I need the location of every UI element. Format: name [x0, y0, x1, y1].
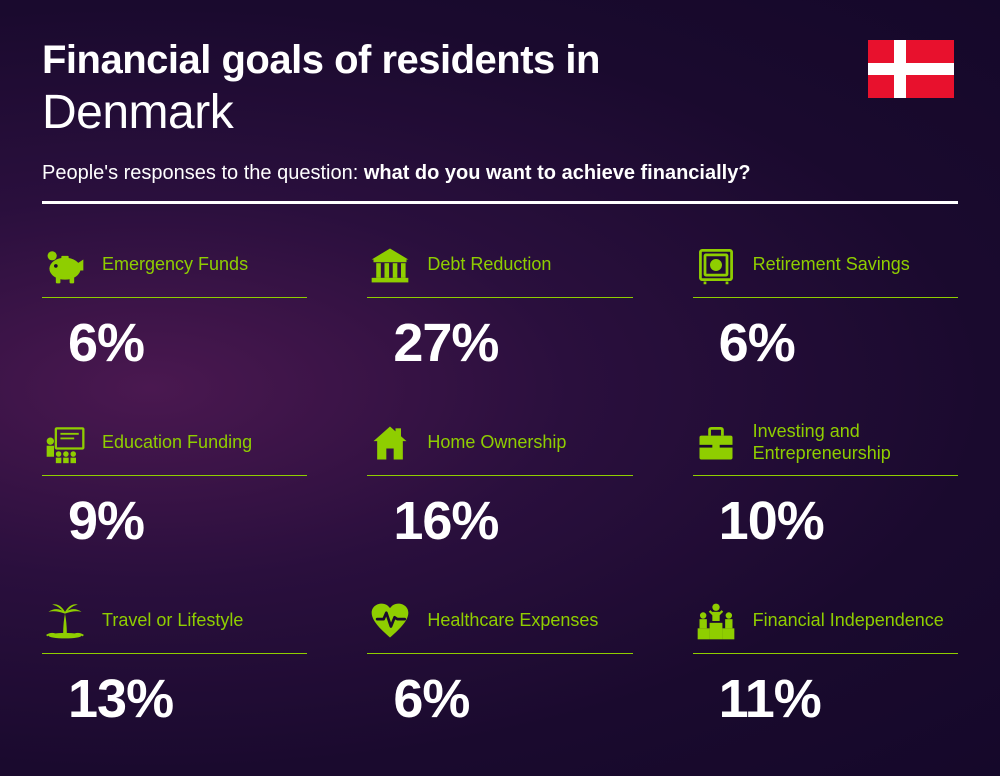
- stat-card: Debt Reduction 27%: [367, 240, 632, 374]
- title-prefix: Financial goals of residents in: [42, 38, 958, 83]
- card-head: Home Ownership: [367, 418, 632, 476]
- house-icon: [367, 420, 413, 466]
- card-head: Education Funding: [42, 418, 307, 476]
- stat-card: Retirement Savings 6%: [693, 240, 958, 374]
- education-icon: [42, 420, 88, 466]
- stat-value: 6%: [719, 312, 958, 374]
- stat-card: Home Ownership 16%: [367, 418, 632, 552]
- stat-label: Debt Reduction: [427, 254, 551, 276]
- stat-label: Emergency Funds: [102, 254, 248, 276]
- heart-pulse-icon: [367, 598, 413, 644]
- stat-label: Investing and Entrepreneurship: [753, 421, 958, 464]
- safe-icon: [693, 242, 739, 288]
- card-head: Emergency Funds: [42, 240, 307, 298]
- stat-value: 10%: [719, 490, 958, 552]
- stat-value: 13%: [68, 668, 307, 730]
- palm-icon: [42, 598, 88, 644]
- stat-value: 6%: [68, 312, 307, 374]
- stat-value: 6%: [393, 668, 632, 730]
- stat-label: Retirement Savings: [753, 254, 910, 276]
- stat-card: Travel or Lifestyle 13%: [42, 596, 307, 730]
- stat-card: Emergency Funds 6%: [42, 240, 307, 374]
- stat-card: Financial Independence 11%: [693, 596, 958, 730]
- country-name: Denmark: [42, 85, 958, 140]
- stat-card: Education Funding 9%: [42, 418, 307, 552]
- stat-label: Healthcare Expenses: [427, 610, 598, 632]
- card-head: Retirement Savings: [693, 240, 958, 298]
- subtitle: People's responses to the question: what…: [42, 162, 958, 185]
- stat-card: Healthcare Expenses 6%: [367, 596, 632, 730]
- header: Financial goals of residents in Denmark …: [42, 38, 958, 185]
- stat-value: 27%: [393, 312, 632, 374]
- stats-grid: Emergency Funds 6% Debt Reduction 27% Re…: [42, 240, 958, 730]
- stat-label: Education Funding: [102, 432, 252, 454]
- stat-label: Financial Independence: [753, 610, 944, 632]
- briefcase-icon: [693, 420, 739, 466]
- card-head: Healthcare Expenses: [367, 596, 632, 654]
- stat-label: Travel or Lifestyle: [102, 610, 243, 632]
- piggy-bank-icon: [42, 242, 88, 288]
- stat-value: 16%: [393, 490, 632, 552]
- podium-icon: [693, 598, 739, 644]
- bank-icon: [367, 242, 413, 288]
- card-head: Travel or Lifestyle: [42, 596, 307, 654]
- stat-value: 11%: [719, 668, 958, 730]
- card-head: Investing and Entrepreneurship: [693, 418, 958, 476]
- stat-label: Home Ownership: [427, 432, 566, 454]
- stat-card: Investing and Entrepreneurship 10%: [693, 418, 958, 552]
- divider: [42, 201, 958, 204]
- card-head: Debt Reduction: [367, 240, 632, 298]
- subtitle-question: what do you want to achieve financially?: [364, 162, 751, 184]
- subtitle-prefix: People's responses to the question:: [42, 162, 364, 184]
- stat-value: 9%: [68, 490, 307, 552]
- flag-denmark: [868, 40, 954, 98]
- card-head: Financial Independence: [693, 596, 958, 654]
